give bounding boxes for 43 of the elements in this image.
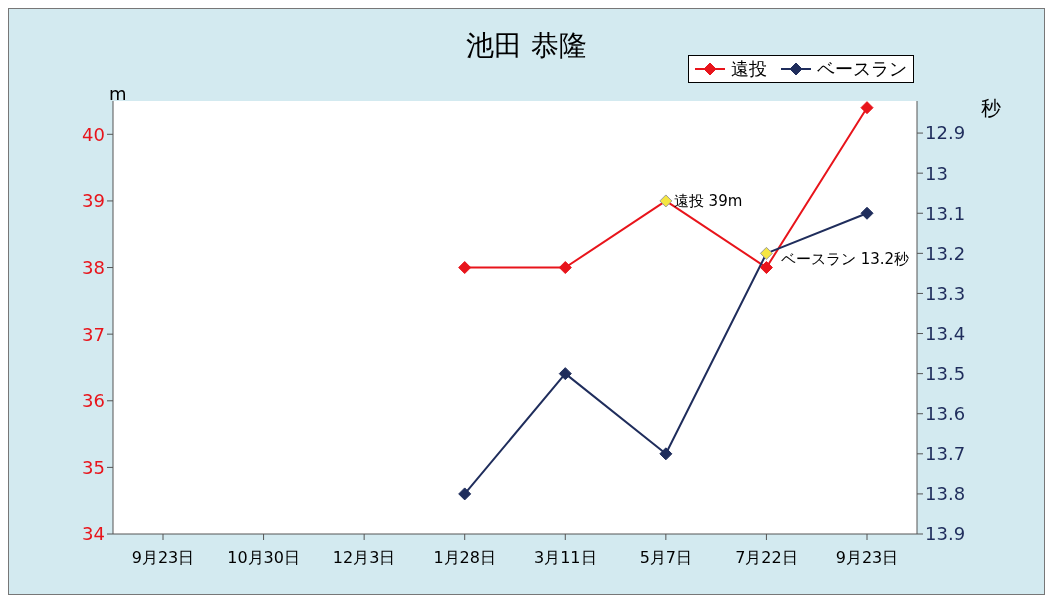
y-tick-label: 38 [82,256,105,278]
y-tick-label: 35 [82,456,105,478]
y-tick-label: 36 [82,390,105,412]
x-tick-label: 12月3日 [332,548,396,568]
legend-label: ベースラン [817,57,907,81]
x-tick-label: 5月7日 [639,548,693,568]
y2-tick-label: 13.9 [925,523,966,545]
point [860,206,874,220]
point [759,261,773,275]
y-tick-label: 40 [82,123,105,145]
point [659,194,673,208]
y2-tick-label: 13.2 [925,242,966,264]
y2-tick-label: 12.9 [925,122,966,144]
point [659,447,673,461]
y-axis-title: m [109,83,127,104]
y-tick-label: 34 [82,523,105,545]
point [458,487,472,501]
y2-tick-label: 13.8 [925,483,966,505]
x-tick-label: 10月30日 [227,548,300,568]
y2-tick-label: 13 [925,162,948,184]
point [759,246,773,260]
legend-label: 遠投 [731,57,767,81]
y2-tick-label: 13.5 [925,363,966,385]
y2-axis-title: 秒 [981,95,1001,122]
y2-tick-label: 13.3 [925,282,966,304]
point [558,261,572,275]
y-tick-label: 39 [82,190,105,212]
x-tick-label: 7月22日 [735,548,798,568]
x-tick-label: 9月23日 [131,548,195,568]
x-tick-label: 3月11日 [534,548,597,568]
chart-title: 池田 恭隆 [466,29,587,62]
x-tick-label: 1月28日 [433,548,496,568]
point [558,367,572,381]
y2-tick-label: 13.6 [925,403,966,425]
y2-tick-label: 13.7 [925,443,966,465]
x-tick-label: 9月23日 [835,548,899,568]
y2-tick-label: 13.1 [925,202,966,224]
annotation: ベースラン 13.2秒 [781,250,910,269]
annotation: 遠投 39m [673,192,743,211]
y2-tick-label: 13.4 [925,322,966,344]
point [458,261,472,275]
y-tick-label: 37 [82,323,105,345]
point [860,101,874,115]
